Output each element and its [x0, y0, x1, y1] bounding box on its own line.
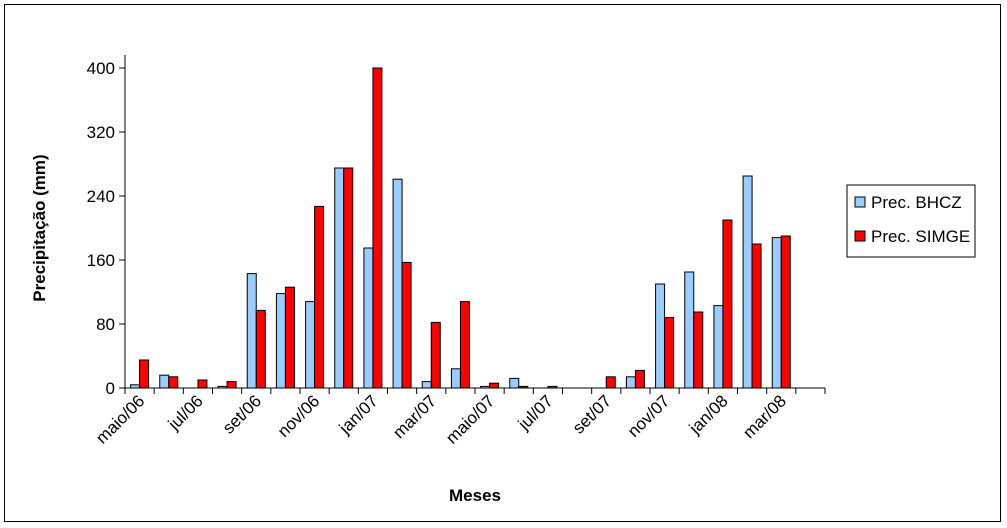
bar-bhcz-20 — [713, 305, 724, 389]
bar-bhcz-18 — [655, 283, 666, 389]
bar-simge-1 — [168, 376, 179, 389]
bar-simge-19 — [693, 311, 704, 389]
chart-frame: 0 80 160 240 320 400 maio/06 jul/06 set/06 nov/06… — [4, 4, 1001, 522]
y-tick-label-0: 0 — [106, 379, 115, 398]
bar-bhcz-21 — [742, 175, 753, 389]
bar-bhcz-22 — [771, 237, 782, 389]
x-tick-label-7: jul/07 — [514, 391, 557, 434]
x-tick-label-0: maio/06 — [92, 391, 148, 447]
bar-simge-12 — [489, 382, 500, 389]
x-axis-title: Meses — [449, 486, 501, 505]
x-tick-label-5: mar/07 — [389, 391, 440, 442]
bar-bhcz-11 — [450, 368, 461, 389]
bar-simge-18 — [664, 317, 675, 389]
bar-simge-8 — [372, 67, 383, 389]
bar-bhcz-8 — [363, 247, 374, 389]
x-tick-label-3: nov/06 — [274, 391, 324, 441]
bar-bhcz-5 — [275, 293, 286, 389]
bar-simge-22 — [780, 235, 791, 389]
legend-swatch-bhcz — [854, 196, 866, 208]
legend-label-bhcz: Prec. BHCZ — [871, 193, 962, 212]
bar-simge-16 — [605, 376, 616, 389]
bar-bhcz-10 — [421, 381, 432, 389]
y-tick-label-160: 160 — [87, 251, 115, 270]
legend-box — [846, 184, 976, 258]
bar-simge-20 — [722, 219, 733, 389]
y-tick-label-240: 240 — [87, 187, 115, 206]
x-tick-label-4: jan/07 — [335, 391, 382, 438]
bar-simge-4 — [255, 309, 266, 389]
bar-simge-0 — [139, 359, 150, 389]
x-tick-label-1: jul/06 — [164, 391, 207, 434]
bar-simge-2 — [197, 379, 208, 389]
bar-bhcz-6 — [305, 301, 316, 389]
legend-label-simge: Prec. SIMGE — [871, 227, 970, 246]
bar-simge-10 — [430, 321, 441, 389]
bar-simge-11 — [459, 301, 470, 389]
bar-simge-17 — [634, 369, 645, 389]
y-tick-label-320: 320 — [87, 123, 115, 142]
y-tick-label-80: 80 — [96, 315, 115, 334]
bar-simge-3 — [226, 381, 237, 389]
bar-simge-7 — [343, 167, 354, 389]
x-tick-label-6: maio/07 — [442, 391, 498, 447]
bar-bhcz-17 — [625, 376, 636, 389]
bar-simge-9 — [401, 261, 412, 389]
bar-simge-5 — [284, 286, 295, 389]
x-tick-label-8: set/07 — [569, 391, 615, 437]
bar-chart: 0 80 160 240 320 400 maio/06 jul/06 set/06 nov/06… — [30, 55, 976, 505]
bar-bhcz-1 — [159, 374, 170, 389]
plot-area: 0 80 160 240 320 400 maio/06 jul/06 set/06 nov/06… — [87, 55, 826, 448]
x-tick-label-11: mar/08 — [739, 391, 790, 442]
x-tick-label-10: jan/08 — [685, 391, 732, 438]
legend-swatch-simge — [854, 230, 866, 242]
bar-simge-21 — [751, 243, 762, 389]
x-tick-label-9: nov/07 — [624, 391, 674, 441]
bar-bhcz-7 — [334, 167, 345, 389]
bar-bhcz-4 — [246, 273, 257, 389]
x-tick-label-2: set/06 — [219, 391, 265, 437]
bar-bhcz-13 — [509, 377, 520, 389]
legend: Prec. BHCZ Prec. SIMGE — [846, 184, 976, 258]
y-tick-label-400: 400 — [87, 59, 115, 78]
bar-simge-6 — [314, 205, 325, 389]
bar-bhcz-19 — [684, 271, 695, 389]
y-axis-title: Precipitação (mm) — [30, 154, 49, 301]
bar-bhcz-9 — [392, 178, 403, 389]
